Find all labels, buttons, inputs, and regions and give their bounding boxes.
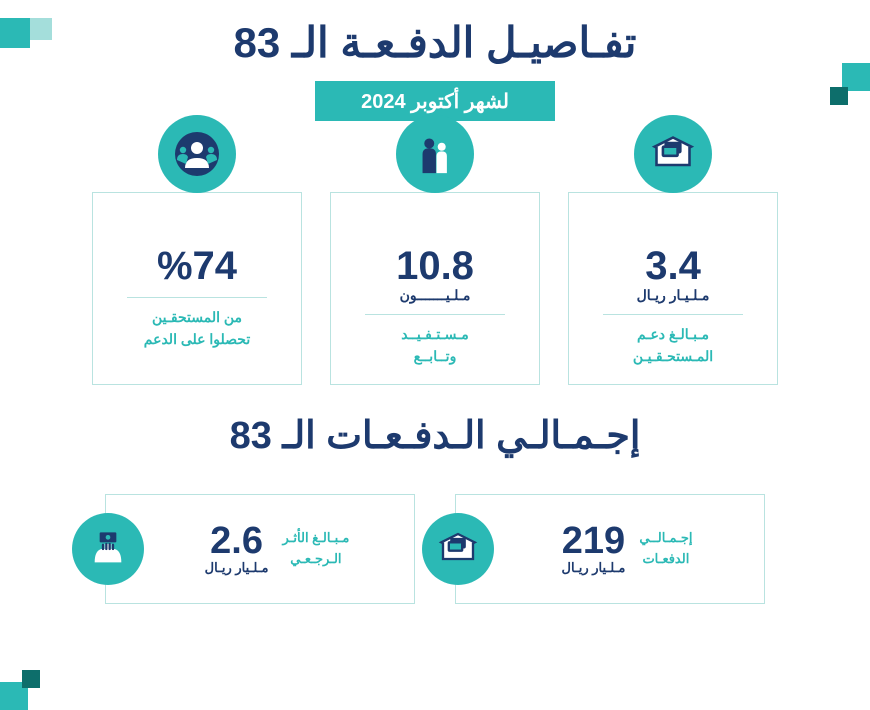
stats-row-bottom: إجـمـالــيالدفعـات 219 مـلـيار ريـال مـب… (0, 494, 870, 604)
total-value: 2.6 (210, 522, 263, 560)
stat-desc: مـسـتـفـيــدوتــابــع (389, 323, 480, 368)
stat-value: 3.4 (645, 244, 701, 289)
stat-card-support-amount: 3.4 مـلـيـار ريـال مـبـالـغ دعـمالمـستحـ… (568, 192, 778, 385)
stat-card-beneficiaries: 10.8 مـلـيـــــــون مـسـتـفـيــدوتــابــ… (330, 192, 540, 385)
hand-money-icon (72, 513, 144, 585)
total-desc: مـبـالـغ الأثـرالـرجـعـي (282, 528, 349, 570)
stats-row-top: 3.4 مـلـيـار ريـال مـبـالـغ دعـمالمـستحـ… (0, 153, 870, 385)
total-unit: مـلـيار ريـال (205, 560, 269, 576)
stat-unit: مـلـيـار ريـال (637, 287, 710, 304)
deco-corner-top-left (0, 18, 60, 78)
section-title-totals: إجـمـالـي الـدفـعـات الـ 83 (0, 413, 870, 458)
stat-card-percent: %74 من المستحقـينتحصلوا على الدعم (92, 192, 302, 385)
total-value: 219 (562, 522, 625, 560)
stat-value: 10.8 (396, 244, 474, 289)
stat-value: %74 (157, 244, 237, 289)
main-title: تفـاصيـل الدفـعـة الـ 83 (0, 18, 870, 67)
envelope-icon (422, 513, 494, 585)
deco-corner-top-right (810, 63, 870, 123)
stat-unit: مـلـيـــــــون (400, 287, 471, 304)
stat-desc: من المستحقـينتحصلوا على الدعم (132, 306, 262, 351)
envelope-icon (634, 115, 712, 193)
deco-corner-bottom-left (0, 650, 60, 710)
total-unit: مـلـيار ريـال (562, 560, 626, 576)
total-card-retro: مـبـالـغ الأثـرالـرجـعـي 2.6 مـلـيار ريـ… (105, 494, 415, 604)
total-card-payments: إجـمـالــيالدفعـات 219 مـلـيار ريـال (455, 494, 765, 604)
users-circle-icon (158, 115, 236, 193)
stat-desc: مـبـالـغ دعـمالمـستحـقـيـن (621, 323, 725, 368)
people-icon (396, 115, 474, 193)
total-desc: إجـمـالــيالدفعـات (639, 528, 692, 570)
